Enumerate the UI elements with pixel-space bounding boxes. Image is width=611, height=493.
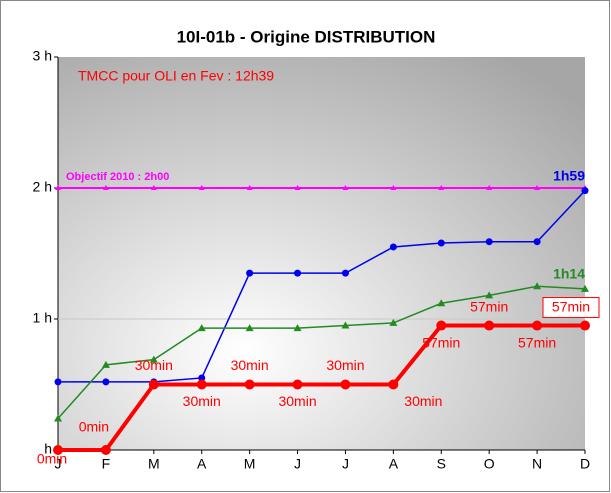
point (581, 187, 589, 195)
point (292, 379, 303, 390)
data-label: 57min (518, 334, 556, 350)
data-label: 57min (552, 298, 590, 314)
point (101, 360, 110, 368)
point (198, 374, 206, 382)
objective-marker (294, 185, 301, 190)
data-label: 57min (470, 298, 508, 314)
y-tick-label: 3 h (33, 48, 52, 64)
point (246, 269, 254, 277)
point (341, 269, 349, 277)
data-label: 30min (183, 393, 221, 409)
point (245, 324, 254, 332)
objective-marker (55, 185, 61, 190)
x-tick-label: S (437, 456, 446, 472)
data-label: 0min (79, 419, 109, 435)
objective-marker (438, 185, 445, 190)
point (580, 320, 590, 331)
point (293, 324, 302, 332)
point (437, 239, 445, 247)
y-tick-label: h (44, 441, 52, 457)
point (341, 321, 350, 329)
objective-marker (390, 185, 397, 190)
series-line (58, 190, 586, 383)
x-tick-label: J (342, 456, 349, 472)
x-tick-label: M (244, 456, 256, 472)
data-label: 30min (326, 357, 364, 373)
objective-marker (486, 185, 493, 190)
x-tick-label: F (102, 456, 111, 472)
point (196, 379, 207, 390)
point (533, 238, 541, 246)
point (149, 355, 158, 363)
series-line (58, 323, 585, 452)
point (244, 379, 255, 390)
objective-marker (150, 185, 157, 190)
point (581, 284, 589, 292)
point (54, 414, 62, 422)
data-label: 30min (404, 393, 442, 409)
label-box (542, 297, 600, 319)
objective-marker (246, 185, 253, 190)
series-line (57, 285, 586, 420)
point (436, 320, 447, 331)
x-tick-label: J (294, 456, 301, 472)
point (102, 378, 110, 386)
x-tick-label: D (580, 456, 590, 472)
point (389, 243, 397, 251)
x-tick-label: N (532, 456, 542, 472)
point (54, 378, 62, 386)
x-tick-label: A (197, 456, 207, 472)
point (294, 269, 302, 277)
point (53, 445, 63, 455)
point (197, 324, 206, 332)
plot-area (58, 57, 585, 450)
data-label: 30min (135, 357, 173, 373)
point (389, 318, 398, 326)
annotation: TMCC pour OLI en Fev : 12h39 (78, 68, 274, 84)
data-label: 1h59 (553, 167, 585, 183)
data-label: 57min (422, 334, 460, 350)
x-tick-label: A (389, 456, 399, 472)
objective-marker (342, 185, 349, 190)
data-label: 30min (231, 357, 269, 373)
point (340, 379, 351, 390)
objective-marker (102, 185, 109, 190)
objective-label: Objectif 2010 : 2h00 (66, 171, 169, 183)
point (485, 291, 494, 299)
data-label: 1h14 (553, 266, 585, 282)
objective-marker (534, 185, 541, 190)
point (533, 282, 542, 290)
chart-title: 10I-01b - Origine DISTRIBUTION (177, 27, 436, 46)
y-tick-label: 1 h (33, 310, 52, 326)
point (148, 379, 159, 390)
point (388, 379, 399, 390)
objective-marker (198, 185, 205, 190)
data-label: 30min (278, 393, 316, 409)
point (485, 238, 493, 246)
x-tick-label: M (148, 456, 160, 472)
point (484, 320, 495, 331)
data-label: 0min (37, 451, 67, 467)
point (532, 320, 543, 331)
point (100, 445, 111, 455)
point (437, 299, 446, 307)
y-tick-label: 2 h (33, 179, 52, 195)
x-tick-label: J (55, 456, 62, 472)
x-tick-label: O (484, 456, 495, 472)
